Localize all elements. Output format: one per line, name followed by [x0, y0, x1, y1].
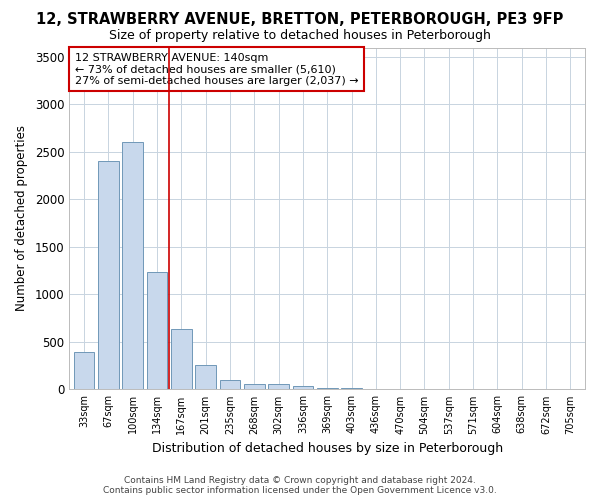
Bar [122, 142, 143, 390]
Y-axis label: Number of detached properties: Number of detached properties [15, 126, 28, 312]
Text: Contains HM Land Registry data © Crown copyright and database right 2024.
Contai: Contains HM Land Registry data © Crown c… [103, 476, 497, 495]
Text: 12 STRAWBERRY AVENUE: 140sqm
← 73% of detached houses are smaller (5,610)
27% of: 12 STRAWBERRY AVENUE: 140sqm ← 73% of de… [74, 52, 358, 86]
Bar [220, 380, 240, 390]
Bar [195, 365, 216, 390]
Bar [74, 352, 94, 390]
Bar [98, 162, 119, 390]
Bar [341, 388, 362, 390]
Bar [146, 272, 167, 390]
Bar [293, 386, 313, 390]
Bar [171, 328, 191, 390]
Bar [268, 384, 289, 390]
Bar [244, 384, 265, 390]
Text: 12, STRAWBERRY AVENUE, BRETTON, PETERBOROUGH, PE3 9FP: 12, STRAWBERRY AVENUE, BRETTON, PETERBOR… [37, 12, 563, 28]
X-axis label: Distribution of detached houses by size in Peterborough: Distribution of detached houses by size … [152, 442, 503, 455]
Bar [317, 388, 338, 390]
Text: Size of property relative to detached houses in Peterborough: Size of property relative to detached ho… [109, 29, 491, 42]
